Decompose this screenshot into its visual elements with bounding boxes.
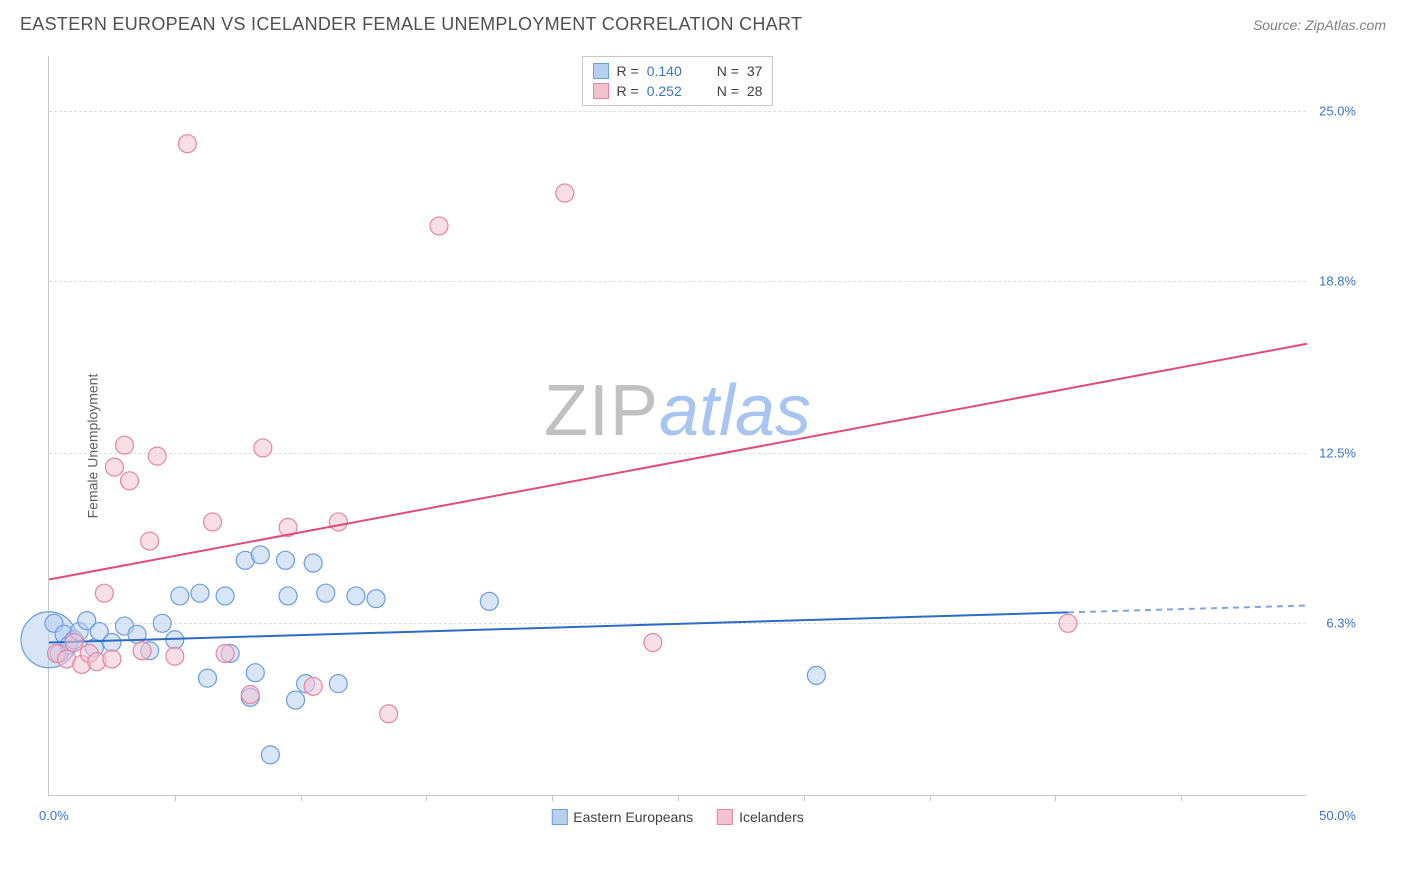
data-point bbox=[166, 647, 184, 665]
data-point bbox=[141, 532, 159, 550]
data-point bbox=[279, 587, 297, 605]
plot-area: ZIPatlas 6.3%12.5%18.8%25.0% 0.0% 50.0% … bbox=[48, 56, 1306, 796]
legend-r-label: R = bbox=[617, 63, 639, 79]
data-point bbox=[103, 634, 121, 652]
legend-n-value: 37 bbox=[747, 63, 763, 79]
data-point bbox=[261, 746, 279, 764]
correlation-legend: R = 0.140 N = 37 R = 0.252 N = 28 bbox=[582, 56, 774, 106]
data-point bbox=[105, 458, 123, 476]
data-point bbox=[246, 664, 264, 682]
trend-line bbox=[49, 344, 1307, 580]
data-point bbox=[133, 642, 151, 660]
scatter-svg bbox=[49, 56, 1307, 796]
data-point bbox=[199, 669, 217, 687]
data-point bbox=[115, 436, 133, 454]
data-point bbox=[191, 584, 209, 602]
data-point bbox=[171, 587, 189, 605]
legend-series-item: Eastern Europeans bbox=[551, 809, 693, 825]
data-point bbox=[254, 439, 272, 457]
data-point bbox=[121, 472, 139, 490]
legend-correlation-row: R = 0.140 N = 37 bbox=[593, 61, 763, 81]
legend-n-label: N = bbox=[717, 83, 739, 99]
x-axis-start-label: 0.0% bbox=[39, 808, 69, 823]
data-point bbox=[556, 184, 574, 202]
y-tick-label: 25.0% bbox=[1308, 103, 1356, 118]
source-attribution: Source: ZipAtlas.com bbox=[1253, 17, 1386, 33]
y-tick-label: 6.3% bbox=[1308, 616, 1356, 631]
data-point bbox=[251, 546, 269, 564]
legend-series-label: Icelanders bbox=[739, 809, 804, 825]
data-point bbox=[367, 590, 385, 608]
data-point bbox=[1059, 614, 1077, 632]
series-legend: Eastern Europeans Icelanders bbox=[551, 809, 803, 825]
data-point bbox=[153, 614, 171, 632]
legend-series-item: Icelanders bbox=[717, 809, 804, 825]
data-point bbox=[241, 686, 259, 704]
data-point bbox=[329, 675, 347, 693]
y-tick-label: 12.5% bbox=[1308, 446, 1356, 461]
data-point bbox=[380, 705, 398, 723]
legend-r-value: 0.252 bbox=[647, 83, 697, 99]
data-point bbox=[287, 691, 305, 709]
data-point bbox=[644, 634, 662, 652]
data-point bbox=[204, 513, 222, 531]
legend-series-label: Eastern Europeans bbox=[573, 809, 693, 825]
trend-line-extrapolated bbox=[1068, 606, 1307, 613]
data-point bbox=[430, 217, 448, 235]
data-point bbox=[216, 644, 234, 662]
legend-swatch bbox=[717, 809, 733, 825]
y-tick-label: 18.8% bbox=[1308, 273, 1356, 288]
x-axis-end-label: 50.0% bbox=[1319, 808, 1356, 823]
legend-n-label: N = bbox=[717, 63, 739, 79]
data-point bbox=[216, 587, 234, 605]
legend-swatch bbox=[551, 809, 567, 825]
data-point bbox=[480, 592, 498, 610]
legend-r-label: R = bbox=[617, 83, 639, 99]
chart-header: EASTERN EUROPEAN VS ICELANDER FEMALE UNE… bbox=[0, 0, 1406, 45]
data-point bbox=[277, 551, 295, 569]
legend-swatch bbox=[593, 63, 609, 79]
legend-correlation-row: R = 0.252 N = 28 bbox=[593, 81, 763, 101]
data-point bbox=[304, 554, 322, 572]
data-point bbox=[178, 135, 196, 153]
data-point bbox=[317, 584, 335, 602]
data-point bbox=[329, 513, 347, 531]
data-point bbox=[807, 666, 825, 684]
legend-swatch bbox=[593, 83, 609, 99]
legend-r-value: 0.140 bbox=[647, 63, 697, 79]
legend-n-value: 28 bbox=[747, 83, 763, 99]
data-point bbox=[304, 677, 322, 695]
chart-container: ZIPatlas 6.3%12.5%18.8%25.0% 0.0% 50.0% … bbox=[48, 56, 1356, 816]
data-point bbox=[65, 634, 83, 652]
chart-title: EASTERN EUROPEAN VS ICELANDER FEMALE UNE… bbox=[20, 14, 802, 35]
trend-line bbox=[49, 612, 1068, 642]
data-point bbox=[148, 447, 166, 465]
data-point bbox=[103, 650, 121, 668]
data-point bbox=[347, 587, 365, 605]
data-point bbox=[95, 584, 113, 602]
